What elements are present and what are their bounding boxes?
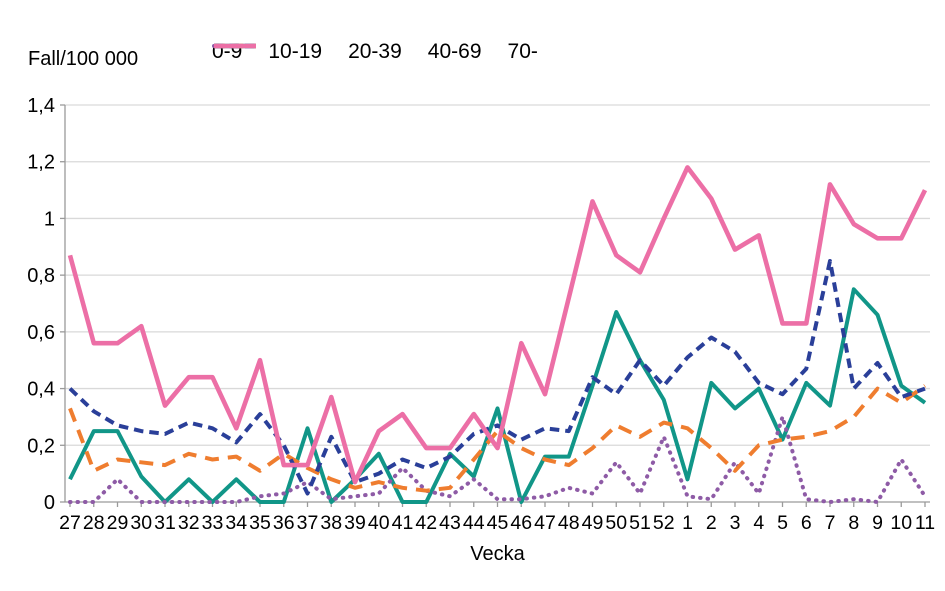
series-line-20-39 bbox=[68, 384, 927, 493]
x-tick-label: 51 bbox=[629, 512, 651, 534]
x-tick-label: 8 bbox=[848, 512, 859, 534]
x-tick-label: 38 bbox=[320, 512, 342, 534]
x-tick-label: 42 bbox=[415, 512, 437, 534]
x-tick-label: 35 bbox=[249, 512, 271, 534]
x-tick-label: 45 bbox=[487, 512, 509, 534]
x-tick-label: 44 bbox=[463, 512, 485, 534]
y-tick-label: 0,6 bbox=[27, 322, 55, 344]
legend-label: 10-19 bbox=[268, 40, 323, 63]
series-line-70- bbox=[67, 165, 928, 485]
x-tick-label: 7 bbox=[825, 512, 836, 534]
x-tick-label: 32 bbox=[178, 512, 200, 534]
gridlines bbox=[60, 104, 930, 503]
legend-label: 70- bbox=[507, 40, 538, 63]
y-axis-tick-labels: 0 0,2 0,4 0,6 0,8 1 1,2 1,4 bbox=[27, 95, 55, 514]
x-tick-label: 39 bbox=[344, 512, 366, 534]
legend-line-sample-70- bbox=[214, 43, 256, 49]
x-tick-label: 5 bbox=[777, 512, 788, 534]
x-tick-label: 2 bbox=[706, 512, 717, 534]
y-tick-label: 0 bbox=[44, 492, 55, 514]
x-tick-label: 50 bbox=[605, 512, 627, 534]
y-tick-label: 0,4 bbox=[27, 379, 55, 401]
x-tick-label: 31 bbox=[154, 512, 176, 534]
x-tick-label: 6 bbox=[801, 512, 812, 534]
y-axis-title: Fall/100 000 bbox=[28, 48, 139, 70]
x-tick-label: 49 bbox=[582, 512, 604, 534]
chart-legend: 0-9 10-19 20-39 40-69 70- bbox=[212, 40, 538, 64]
legend-label: 20-39 bbox=[348, 40, 402, 63]
x-tick-label: 29 bbox=[107, 512, 129, 534]
y-tick-label: 1,2 bbox=[27, 152, 55, 174]
x-tick-label: 36 bbox=[273, 512, 295, 534]
x-tick-label: 33 bbox=[202, 512, 224, 534]
y-tick-label: 1,4 bbox=[27, 95, 55, 117]
x-axis-title: Vecka bbox=[470, 543, 525, 565]
series-line-40-69 bbox=[68, 259, 926, 496]
x-tick-label: 37 bbox=[297, 512, 319, 534]
x-tick-label: 52 bbox=[653, 512, 675, 534]
x-tick-label: 27 bbox=[59, 512, 81, 534]
x-tick-label: 43 bbox=[439, 512, 461, 534]
series-line-0-9 bbox=[68, 287, 927, 504]
x-tick-label: 46 bbox=[510, 512, 532, 534]
x-tick-label: 28 bbox=[83, 512, 105, 534]
y-tick-label: 0,8 bbox=[27, 265, 55, 287]
x-tick-label: 9 bbox=[872, 512, 883, 534]
x-axis-tick-labels: 27 28 29 30 31 32 33 34 35 36 37 38 39 40 41 42 43 44 45 46… bbox=[59, 502, 935, 534]
x-tick-label: 47 bbox=[534, 512, 556, 534]
legend-item-70-: 70- bbox=[214, 40, 538, 64]
x-tick-label: 4 bbox=[753, 512, 764, 534]
series-line-10-19 bbox=[68, 414, 927, 504]
x-tick-label: 41 bbox=[392, 512, 414, 534]
legend-label: 40-69 bbox=[427, 40, 482, 63]
x-tick-label: 48 bbox=[558, 512, 580, 534]
x-tick-label: 34 bbox=[225, 512, 247, 534]
x-tick-label: 10 bbox=[890, 512, 912, 534]
x-tick-label: 1 bbox=[682, 512, 693, 534]
x-tick-label: 3 bbox=[730, 512, 741, 534]
y-tick-label: 0,2 bbox=[27, 435, 55, 457]
y-tick-label: 1 bbox=[44, 208, 55, 230]
x-tick-label: 40 bbox=[368, 512, 390, 534]
x-tick-label: 30 bbox=[130, 512, 152, 534]
x-tick-label: 11 bbox=[915, 512, 935, 534]
